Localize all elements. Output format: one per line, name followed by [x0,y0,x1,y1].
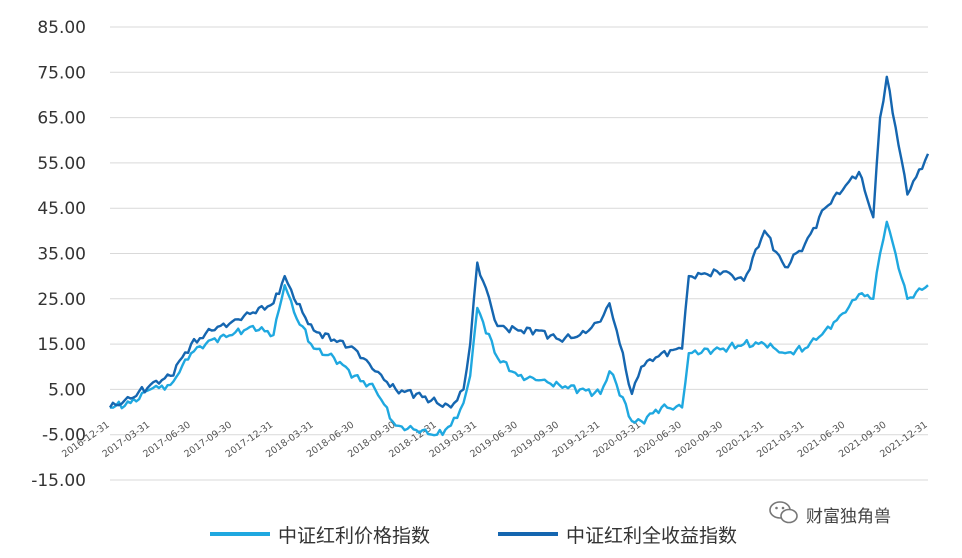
y-tick-label: 65.00 [37,109,86,129]
y-tick-label: 75.00 [37,63,86,83]
legend-label-total: 中证红利全收益指数 [566,525,737,547]
series-line-total-return-index [108,75,930,409]
y-tick-label: 55.00 [37,154,86,174]
series-lines [108,75,930,437]
y-tick-label: 85.00 [37,18,86,38]
watermark-text: 财富独角兽 [806,507,891,527]
y-tick-label: 25.00 [37,290,86,310]
wechat-icon [769,501,798,524]
legend-label-price: 中证红利价格指数 [278,525,430,547]
series-line-price-index [109,220,929,437]
gridlines [110,26,928,481]
legend: 中证红利价格指数 中证红利全收益指数 [210,525,737,547]
y-tick-label: 35.00 [37,245,86,265]
y-tick-label: 5.00 [48,380,86,400]
y-axis-tick-labels: 85.00 75.00 65.00 55.00 45.00 35.00 25.00 15.00… [31,18,86,491]
watermark: 财富独角兽 [769,501,891,527]
y-tick-label: 15.00 [37,335,86,355]
y-tick-label: 45.00 [37,199,86,219]
x-axis-tick-labels: 2016-12-312017-03-312017-06-302017-09-30… [60,419,930,460]
y-tick-label: -5.00 [42,426,86,446]
y-tick-label: -15.00 [31,471,86,491]
